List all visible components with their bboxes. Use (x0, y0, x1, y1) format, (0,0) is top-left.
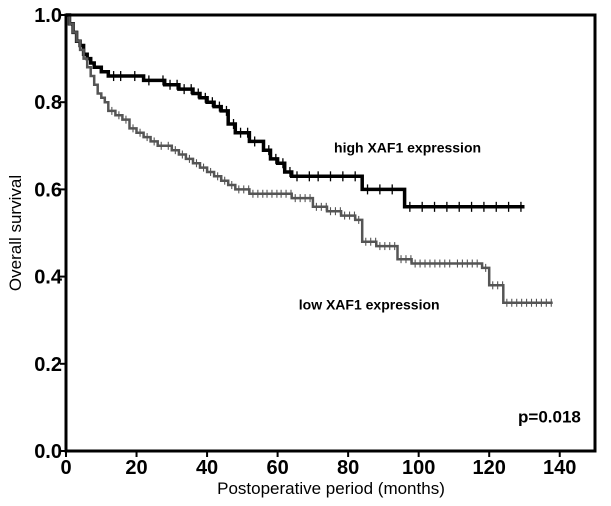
plot-frame (64, 13, 597, 453)
x-tick-label: 20 (125, 457, 147, 479)
y-tick-label: 0.0 (34, 441, 62, 463)
annotations: high XAF1 expression low XAF1 expression p… (299, 139, 581, 426)
series-label: high XAF1 expression (334, 139, 481, 155)
y-tick-label: 0.8 (34, 92, 62, 114)
x-axis-title: Postoperative period (months) (217, 479, 445, 498)
p-value-label: p=0.018 (518, 408, 581, 427)
x-tick-label: 80 (337, 457, 359, 479)
x-tick-label: 100 (402, 457, 435, 479)
y-axis-title: Overall survival (6, 175, 25, 291)
low-xaf1-survival-curve (66, 13, 553, 305)
survival-curves (66, 13, 553, 307)
x-tick-label: 0 (60, 457, 71, 479)
x-tick-label: 60 (266, 457, 288, 479)
y-tick-label: 1.0 (34, 5, 62, 27)
x-axis-ticks: 0 20 40 60 80 100 120 140 (60, 451, 576, 479)
series-label: low XAF1 expression (299, 296, 440, 312)
y-axis-ticks: 0.0 0.2 0.4 0.6 0.8 1.0 (34, 5, 66, 463)
y-tick-label: 0.6 (34, 179, 62, 201)
x-tick-label: 120 (473, 457, 506, 479)
y-tick-label: 0.2 (34, 354, 62, 376)
high-xaf1-survival-curve (66, 13, 525, 209)
y-tick-label: 0.4 (34, 267, 63, 289)
x-tick-label: 40 (196, 457, 218, 479)
x-tick-label: 140 (543, 457, 576, 479)
